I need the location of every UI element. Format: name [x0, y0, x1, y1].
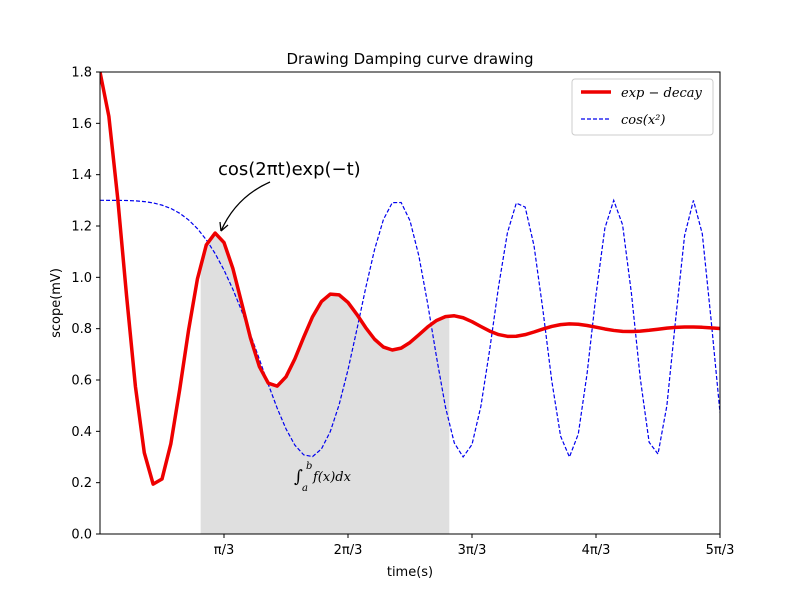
series-line-cos-x2 [100, 198, 720, 459]
y-tick-label: 1.4 [71, 168, 92, 183]
x-tick-label: 3π/3 [458, 543, 487, 558]
integral-upper-bound: b [306, 461, 312, 472]
series-line-exp-decay [100, 72, 720, 486]
y-tick-label: 0.6 [71, 374, 92, 389]
y-tick-label: 0.8 [71, 322, 92, 337]
legend-label-exp-decay: exp − decay [621, 86, 703, 101]
x-tick-label: 2π/3 [334, 543, 363, 558]
annotation-arrow [220, 181, 271, 232]
integral-symbol: ∫ [294, 467, 303, 487]
y-axis-label: scope(mV) [49, 268, 64, 338]
x-axis-label: time(s) [387, 565, 433, 580]
integral-label: ∫ b a f(x)dx [294, 461, 352, 494]
annotation-text: cos(2πt)exp(−t) [218, 159, 361, 180]
integral-lower-bound: a [302, 483, 308, 494]
x-tick-label: 5π/3 [706, 543, 735, 558]
y-tick-label: 1.2 [71, 220, 92, 235]
integral-body: f(x)dx [312, 470, 352, 485]
plot-area: 0.0 0.2 0.4 0.6 0.8 1.0 1.2 1.4 1.6 1.8 π/3 2π/3 3π/… [71, 66, 734, 559]
legend: exp − decay cos(x²) [571, 78, 714, 136]
y-tick-label: 1.0 [71, 271, 92, 286]
legend-label-cos-x2: cos(x²) [621, 113, 665, 128]
shaded-integral-region [200, 233, 450, 534]
y-tick-label: 0.2 [71, 476, 92, 491]
axes-frame [99, 71, 721, 535]
x-tick-label: π/3 [214, 543, 234, 558]
annotation-group: cos(2πt)exp(−t) [218, 159, 361, 232]
y-tick-label: 1.6 [71, 117, 92, 132]
y-tick-label: 1.8 [71, 66, 92, 81]
y-tick-label: 0.0 [71, 528, 92, 543]
y-tick-label: 0.4 [71, 425, 92, 440]
x-tick-label: 4π/3 [582, 543, 611, 558]
chart-title: Drawing Damping curve drawing [286, 50, 533, 68]
annotation-arrowhead [219, 221, 229, 232]
